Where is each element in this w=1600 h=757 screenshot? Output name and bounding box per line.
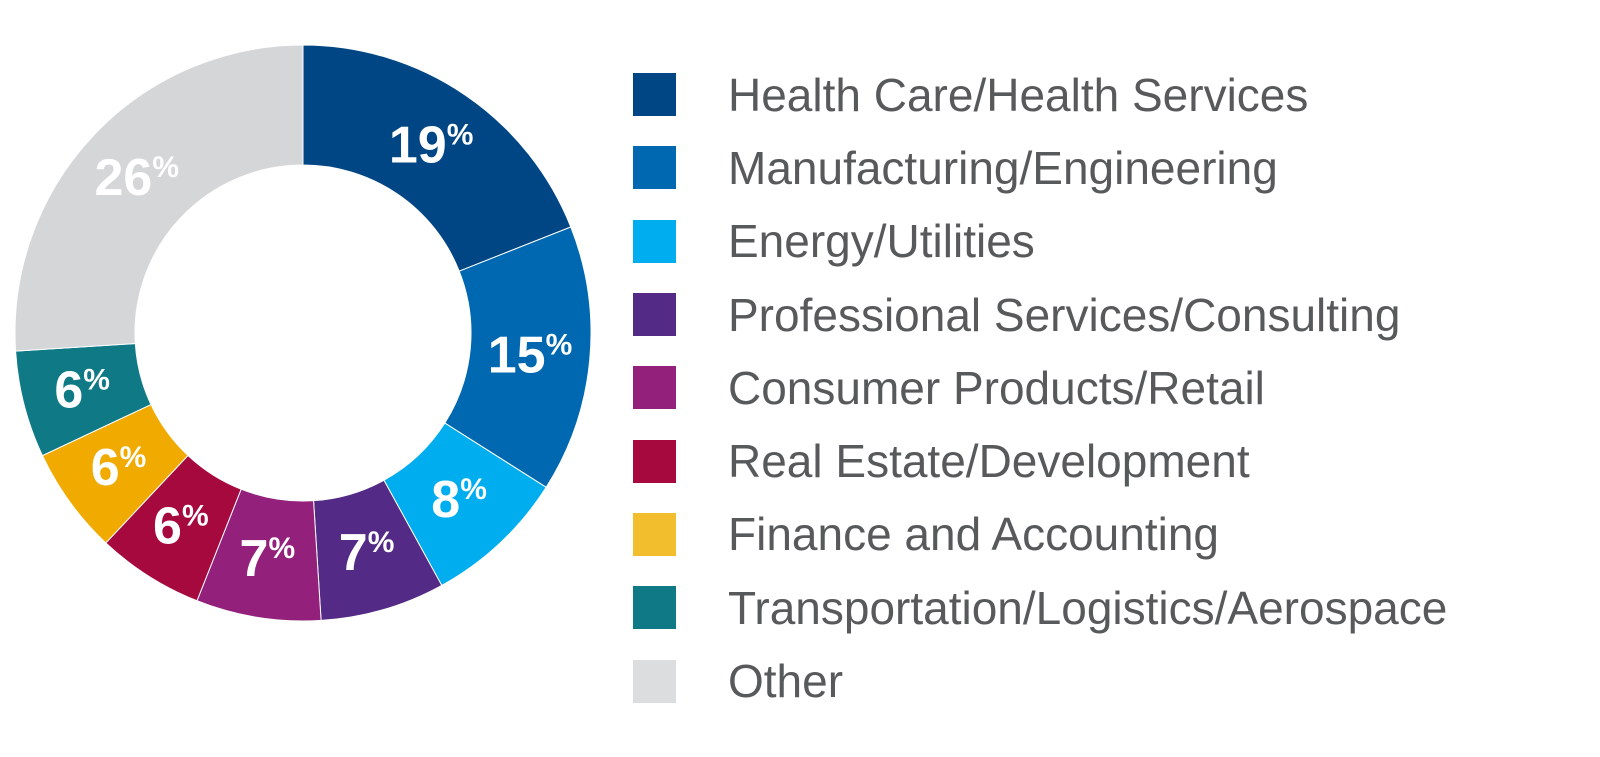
legend-swatch: [633, 293, 676, 337]
legend-swatch: [633, 586, 676, 630]
slice-value-label: 26%: [95, 149, 180, 207]
legend-label: Health Care/Health Services: [728, 68, 1309, 121]
legend-item: Finance and Accounting: [633, 498, 1447, 571]
legend-item: Energy/Utilities: [633, 205, 1447, 278]
legend-item: Transportation/Logistics/Aerospace: [633, 571, 1447, 644]
legend-item: Consumer Products/Retail: [633, 351, 1447, 424]
donut-slice: [14, 44, 304, 352]
slice-value-label: 19%: [389, 116, 474, 174]
donut-svg: 19%15%8%7%7%6%6%6%26%: [14, 44, 592, 622]
slice-value-label: 7%: [339, 524, 395, 582]
legend-label: Transportation/Logistics/Aerospace: [728, 581, 1448, 634]
slice-value-label: 15%: [488, 326, 573, 384]
legend-label: Other: [728, 655, 844, 708]
legend-swatch: [633, 659, 676, 703]
legend-item: Manufacturing/Engineering: [633, 131, 1447, 204]
donut-slice: [302, 44, 572, 272]
donut-slice: [444, 226, 592, 489]
legend-label: Professional Services/Consulting: [728, 288, 1401, 341]
slice-value-label: 8%: [431, 471, 487, 529]
legend-item: Other: [633, 644, 1447, 717]
legend-swatch: [633, 219, 676, 263]
legend-swatch: [633, 439, 676, 483]
slice-value-label: 6%: [54, 362, 110, 420]
legend-item: Professional Services/Consulting: [633, 278, 1447, 351]
legend-label: Finance and Accounting: [728, 508, 1220, 561]
slice-value-label: 7%: [240, 530, 296, 588]
legend: Health Care/Health Services Manufacturing…: [633, 58, 1447, 718]
legend-label: Real Estate/Development: [728, 435, 1250, 488]
slice-value-label: 6%: [91, 439, 147, 497]
legend-label: Energy/Utilities: [728, 215, 1035, 268]
slice-value-label: 6%: [153, 498, 209, 556]
legend-swatch: [633, 146, 676, 190]
legend-item: Health Care/Health Services: [633, 58, 1447, 131]
legend-label: Manufacturing/Engineering: [728, 141, 1278, 194]
legend-label: Consumer Products/Retail: [728, 361, 1265, 414]
legend-swatch: [633, 366, 676, 410]
legend-swatch: [633, 73, 676, 117]
legend-swatch: [633, 512, 676, 556]
legend-item: Real Estate/Development: [633, 424, 1447, 497]
